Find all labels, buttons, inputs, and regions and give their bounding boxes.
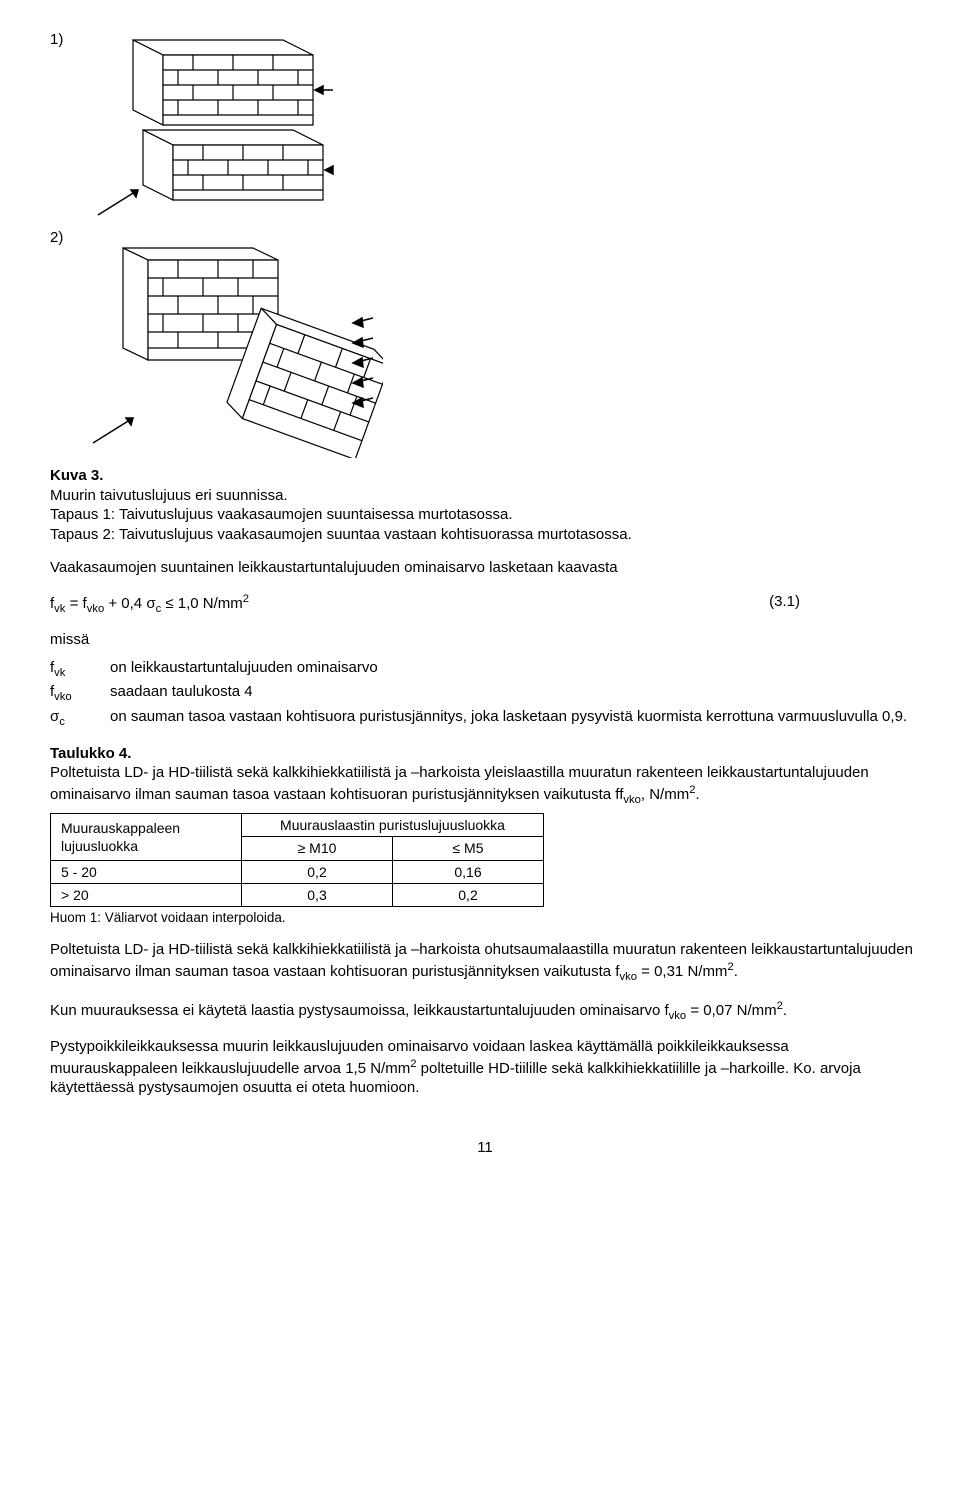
page-number: 11 [50,1138,920,1158]
paragraph-pystypoikkileikkaus: Pystypoikkileikkauksessa muurin leikkaus… [50,1037,920,1098]
figure-case-1: 1) [50,30,920,220]
table-row: Muurauskappaleen lujuusluokka Muurauslaa… [51,814,544,837]
table4-note: Huom 1: Väliarvot voidaan interpoloida. [50,909,920,927]
def-row: fvk on leikkaustartuntalujuuden ominaisa… [50,658,920,681]
eq-tail: ≤ 1,0 N/mm [161,595,243,612]
table-row: > 20 0,3 0,2 [51,883,544,906]
eq-rhs1-sub: vko [87,603,105,615]
def-row: σc on sauman tasoa vastaan kohtisuora pu… [50,707,920,730]
equation-number: (3.1) [769,592,800,612]
table-cell: 5 - 20 [51,860,242,883]
paragraph-ohutsauma: Poltetuista LD- ja HD-tiilistä sekä kalk… [50,940,920,984]
brick-wall-2-svg [83,228,383,458]
equation-3-1: fvk = fvko + 0,4 σc ≤ 1,0 N/mm2 (3.1) [50,592,920,617]
diagram-1 [83,30,343,220]
table4-caption: Poltetuista LD- ja HD-tiilistä sekä kalk… [50,763,920,807]
paragraph-no-laasti: Kun muurauksessa ei käytetä laastia pyst… [50,999,920,1024]
figure-caption-line2: Tapaus 1: Taivutuslujuus vaakasaumojen s… [50,505,920,525]
missa-label: missä [50,630,920,650]
eq-sq: 2 [243,593,249,605]
table-cell: > 20 [51,883,242,906]
def-text: saadaan taulukosta 4 [110,682,920,705]
table-cell: 0,16 [393,860,544,883]
brick-wall-1-svg [83,30,343,220]
table-cell: 0,2 [242,860,393,883]
def-row: fvko saadaan taulukosta 4 [50,682,920,705]
table4: Muurauskappaleen lujuusluokka Muurauslaa… [50,813,544,907]
eq-lhs-sub: vk [54,603,65,615]
figure-caption: Kuva 3. Muurin taivutuslujuus eri suunni… [50,466,920,544]
figure-label-2: 2) [50,228,63,248]
table-cell: 0,3 [242,883,393,906]
figure-caption-title: Kuva 3. [50,467,103,484]
table4-block: Taulukko 4. Poltetuista LD- ja HD-tiilis… [50,744,920,927]
table-header: Muurauskappaleen lujuusluokka [51,814,242,860]
eq-plus: + 0,4 σ [104,595,155,612]
table4-title: Taulukko 4. [50,745,131,762]
def-symbol: fvk [50,658,110,681]
table-cell: 0,2 [393,883,544,906]
table-header: Muurauslaastin puristuslujuusluokka [242,814,544,837]
diagram-2 [83,228,383,458]
table-header: ≥ M10 [242,837,393,860]
def-symbol: σc [50,707,110,730]
intro-paragraph: Vaakasaumojen suuntainen leikkaustartunt… [50,558,920,578]
figure-label-1: 1) [50,30,63,50]
figure-case-2: 2) [50,228,920,458]
def-text: on sauman tasoa vastaan kohtisuora puris… [110,707,920,730]
symbol-definitions: fvk on leikkaustartuntalujuuden ominaisa… [50,658,920,730]
table-header: ≤ M5 [393,837,544,860]
figure-caption-line1: Muurin taivutuslujuus eri suunnissa. [50,486,920,506]
figure-caption-line3: Tapaus 2: Taivutuslujuus vaakasaumojen s… [50,525,920,545]
def-text: on leikkaustartuntalujuuden ominaisarvo [110,658,920,681]
table-row: 5 - 20 0,2 0,16 [51,860,544,883]
def-symbol: fvko [50,682,110,705]
eq-eq: = f [65,595,86,612]
